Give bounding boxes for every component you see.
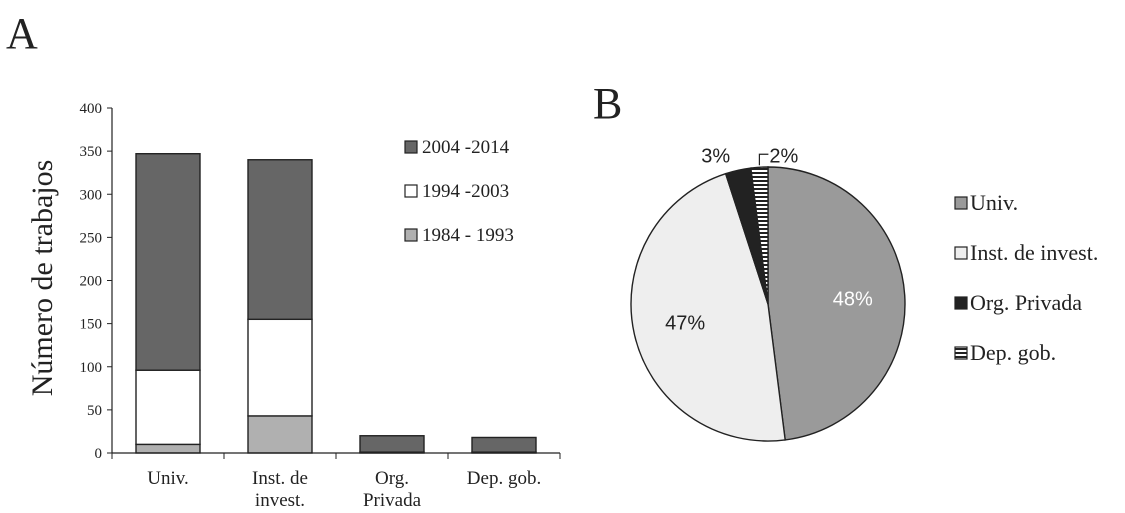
bar-segment: [135, 153, 201, 371]
x-category-label: Inst. de invest.: [252, 468, 308, 511]
pie-slice: [750, 166, 769, 305]
bar-legend: 2004 -2014 1994 -2003 1984 - 1993: [404, 137, 514, 246]
pie-slice: [767, 166, 906, 441]
panel-label-a: A: [6, 9, 38, 58]
pie-chart: 48% 47% 3% 2% Univ. Inst. de invest. Org. Pri…: [630, 145, 1098, 442]
y-axis-label: Número de trabajos: [26, 160, 59, 397]
legend-label: Inst. de invest.: [970, 240, 1098, 265]
legend-swatch: [954, 196, 968, 210]
y-tick-label: 50: [87, 403, 102, 419]
pie-leader-line: [758, 153, 769, 166]
y-tick-label: 200: [80, 274, 103, 290]
pie-slice-label: 2%: [769, 145, 798, 167]
stacked-bar-chart: 0 50 100 150 200 250 300 350 400 Univ. Inst. de in…: [26, 101, 561, 511]
legend-label: Org. Privada: [970, 290, 1082, 315]
legend-swatch: [404, 228, 418, 242]
pie-slice-label: 48%: [833, 289, 873, 311]
bar-segment: [135, 443, 201, 454]
pie-slice-label: 3%: [701, 145, 730, 167]
bar-segment: [359, 435, 425, 453]
panel-label-b: B: [593, 79, 622, 128]
pie-slice: [630, 172, 786, 442]
bar-segment: [247, 318, 313, 417]
legend-swatch: [954, 296, 968, 310]
y-tick-label: 400: [80, 101, 103, 117]
legend-label: Dep. gob.: [970, 340, 1056, 365]
legend-swatch: [954, 246, 968, 260]
bar-segment: [471, 436, 537, 453]
x-category-label: Dep. gob.: [467, 468, 541, 489]
pie-slice-label: 47%: [665, 313, 705, 335]
x-category-label: Univ.: [147, 468, 189, 489]
y-tick-label: 0: [95, 446, 103, 462]
legend-swatch: [404, 184, 418, 198]
pie-legend: Univ. Inst. de invest. Org. Privada Dep. go…: [954, 190, 1098, 365]
legend-label: 1984 - 1993: [422, 225, 514, 246]
y-tick-label: 350: [80, 144, 103, 160]
bar-segment: [247, 159, 313, 321]
legend-label: 1994 -2003: [422, 181, 509, 202]
legend-label: Univ.: [970, 190, 1018, 215]
legend-label: 2004 -2014: [422, 137, 510, 158]
legend-swatch: [954, 346, 968, 360]
y-tick-label: 150: [80, 317, 103, 333]
legend-swatch: [404, 140, 418, 154]
y-tick-label: 300: [80, 187, 103, 203]
bar-segment: [135, 369, 201, 446]
bar-segment: [247, 415, 313, 454]
y-tick-label: 250: [80, 230, 103, 246]
y-tick-label: 100: [80, 360, 103, 376]
x-category-label: Org. Privada: [363, 468, 422, 511]
